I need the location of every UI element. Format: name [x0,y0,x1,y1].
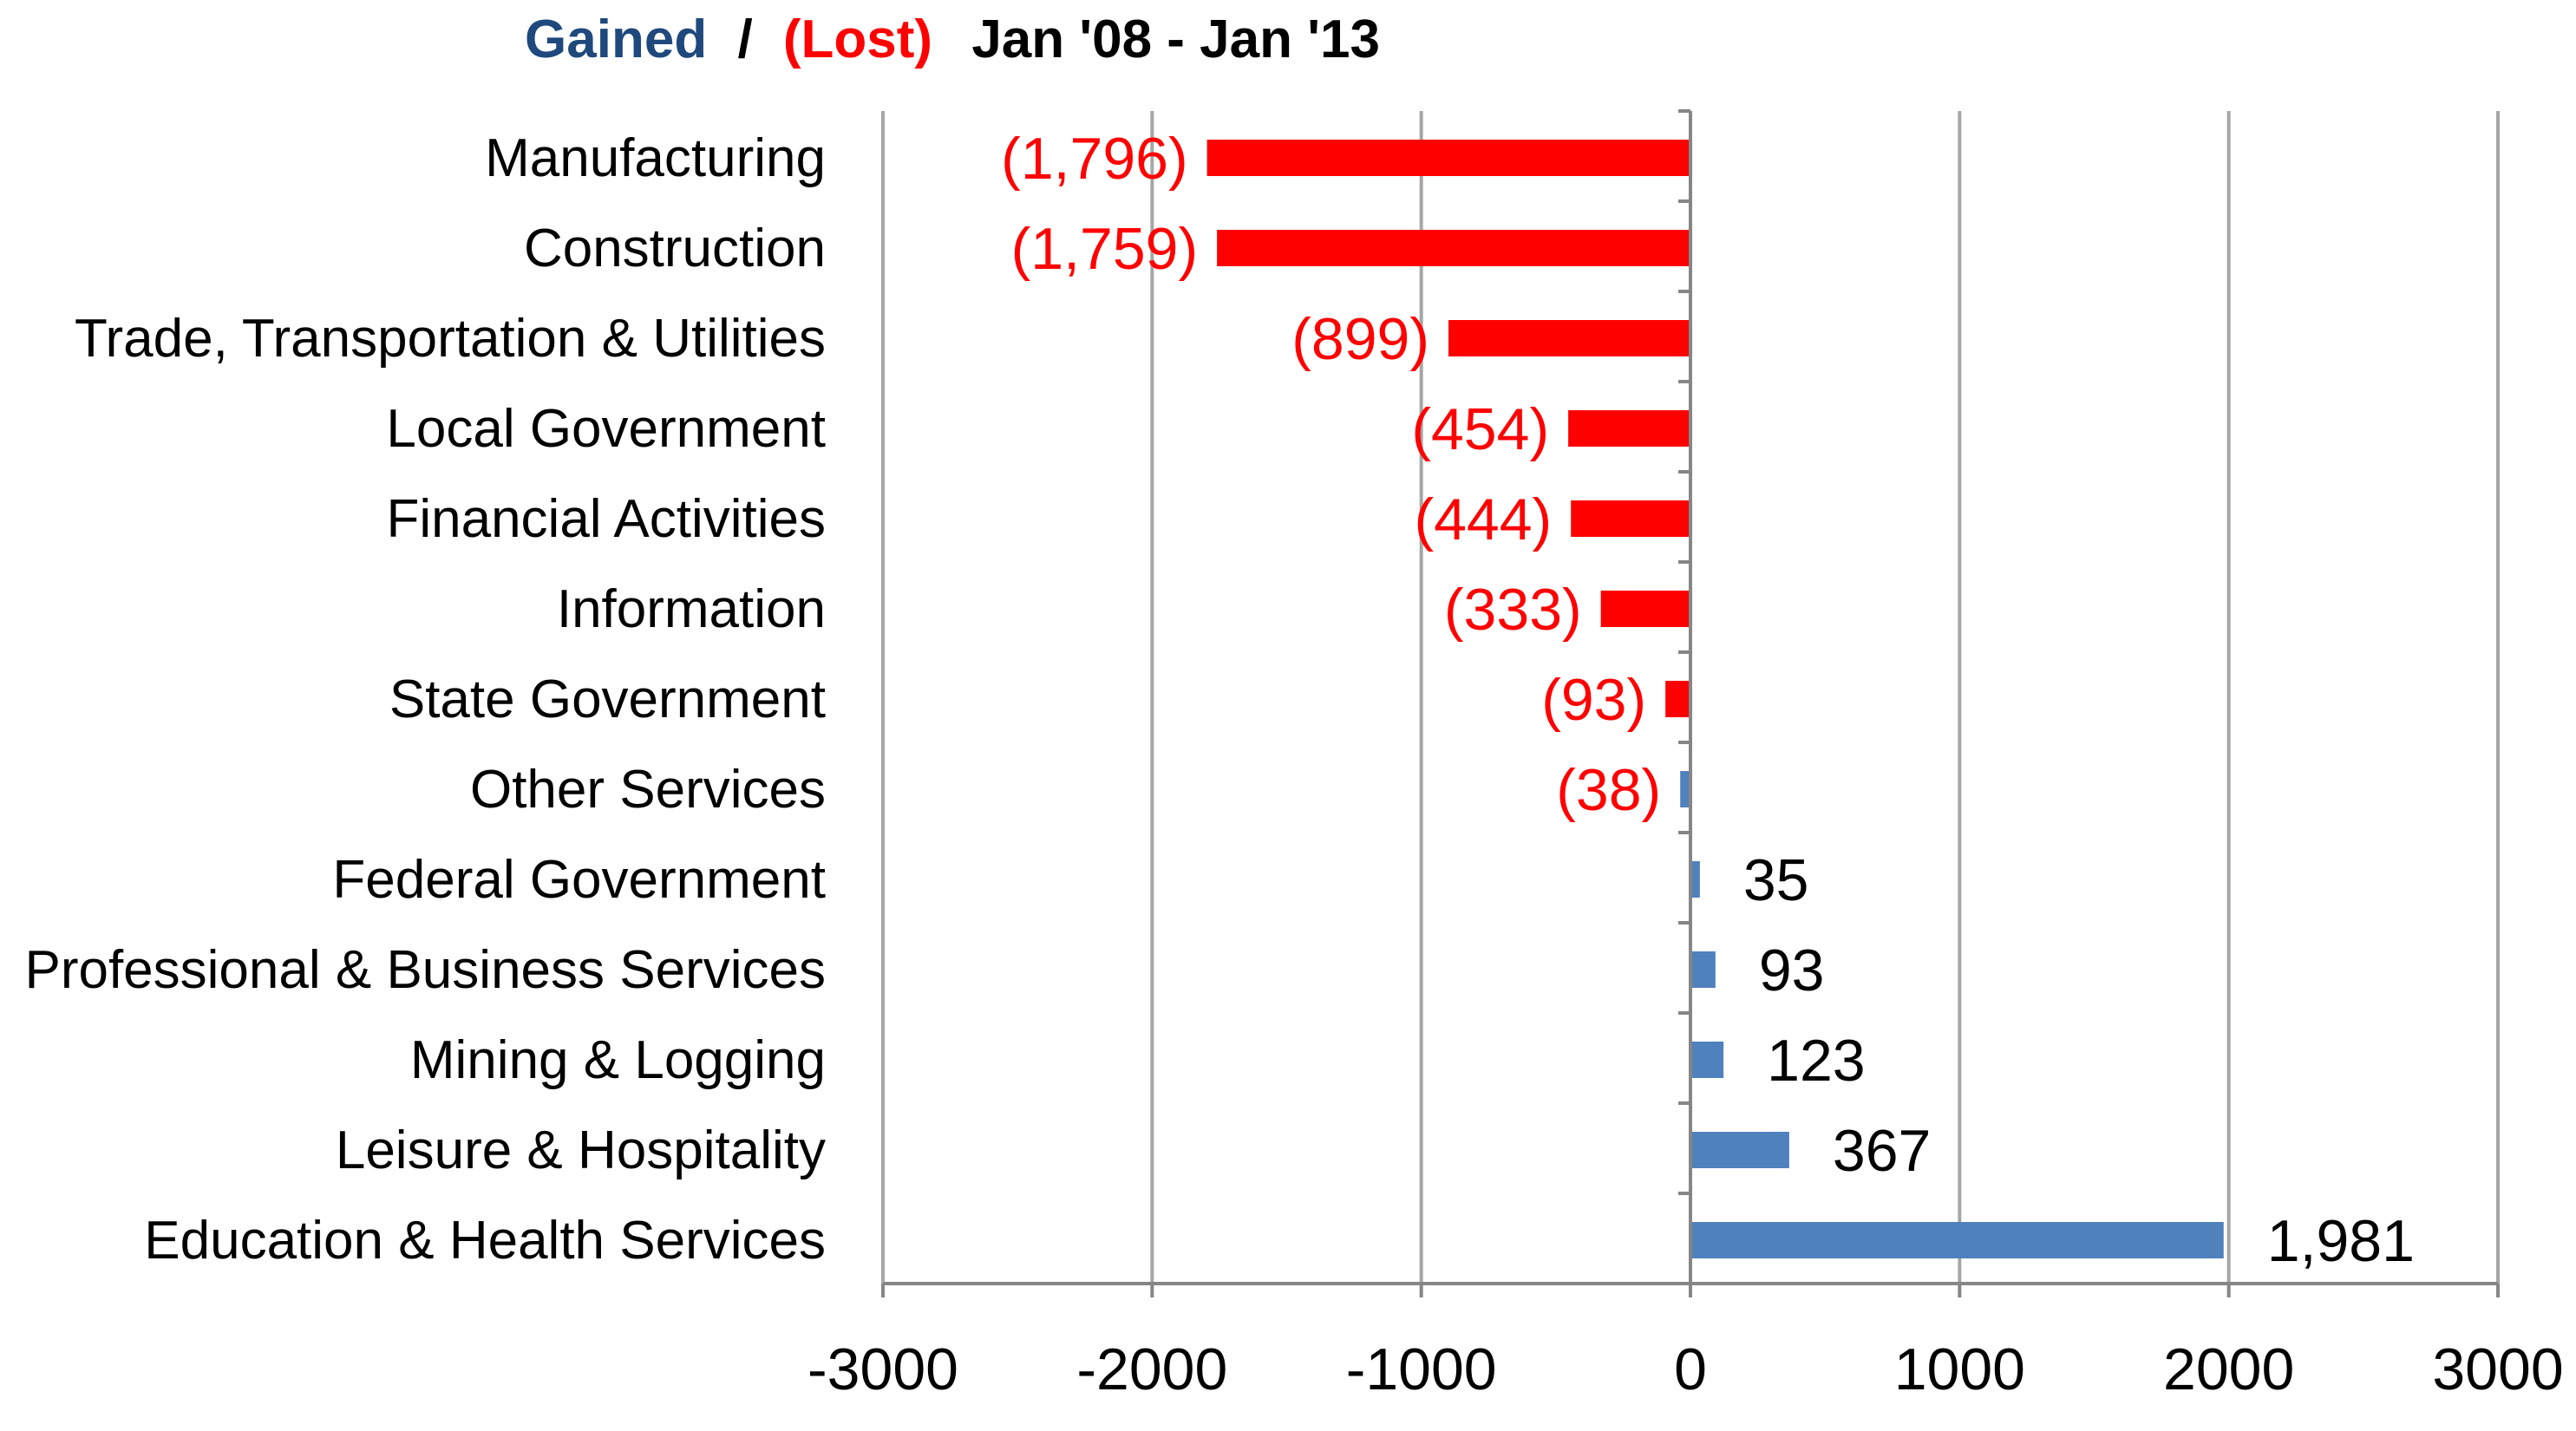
bar [1690,861,1700,898]
bar [1690,951,1716,988]
data-label: (1,796) [1001,126,1187,192]
category-label: Manufacturing [485,128,826,188]
x-tick-label: -1000 [1346,1336,1497,1402]
data-label: (333) [1444,577,1582,643]
bar [1568,410,1690,447]
category-label: Professional & Business Services [24,940,826,1000]
category-label: Local Government [386,399,826,459]
bar [1448,320,1690,356]
title-gained: Gained [525,10,707,69]
bar [1571,500,1690,537]
x-tick-label: -3000 [807,1336,958,1402]
data-label: (93) [1541,667,1646,733]
bar [1690,1222,2224,1258]
chart-title: Gained / (Lost) Jan '08 - Jan '13 [525,10,1380,69]
data-label: (444) [1414,487,1552,552]
category-label: Education & Health Services [144,1211,826,1271]
title-period: Jan '08 - Jan '13 [971,10,1380,69]
data-label: 1,981 [2267,1208,2415,1274]
bar [1665,681,1690,717]
category-label: Federal Government [332,850,826,910]
data-label: (38) [1556,757,1661,823]
title-lost: (Lost) [783,10,932,69]
category-label: Leisure & Hospitality [336,1121,826,1180]
bar [1690,1132,1789,1168]
data-label: (454) [1411,396,1549,462]
data-label: (1,759) [1011,216,1198,282]
bars [1206,140,2224,1258]
x-tick-label: 2000 [2163,1336,2294,1402]
category-label: Other Services [470,760,826,820]
category-label: Mining & Logging [410,1030,826,1090]
bar [1217,230,1690,266]
gridlines [881,111,2500,1284]
data-label: 367 [1833,1118,1931,1184]
x-tick-label: 1000 [1894,1336,2025,1402]
labels: -3000 -2000 -1000 0 1000 2000 3000 Manufacturin… [24,126,2563,1402]
title-separator: / [737,10,752,69]
x-tick-label: 3000 [2432,1336,2563,1402]
category-label: Construction [524,219,826,278]
x-tick-label: -2000 [1076,1336,1227,1402]
category-label: Trade, Transportation & Utilities [75,309,826,369]
category-label: Financial Activities [386,489,826,549]
data-label: 35 [1743,847,1809,913]
category-label: State Government [389,670,826,729]
data-label: (899) [1291,306,1429,372]
x-tick-label: 0 [1674,1336,1707,1402]
bar [1600,591,1690,627]
category-label: Information [557,579,826,639]
data-label: 123 [1767,1028,1865,1094]
axes [881,109,2500,1297]
bar [1680,771,1690,807]
bar [1690,1042,1724,1078]
data-label: 93 [1759,938,1825,1003]
bar [1206,140,1690,176]
